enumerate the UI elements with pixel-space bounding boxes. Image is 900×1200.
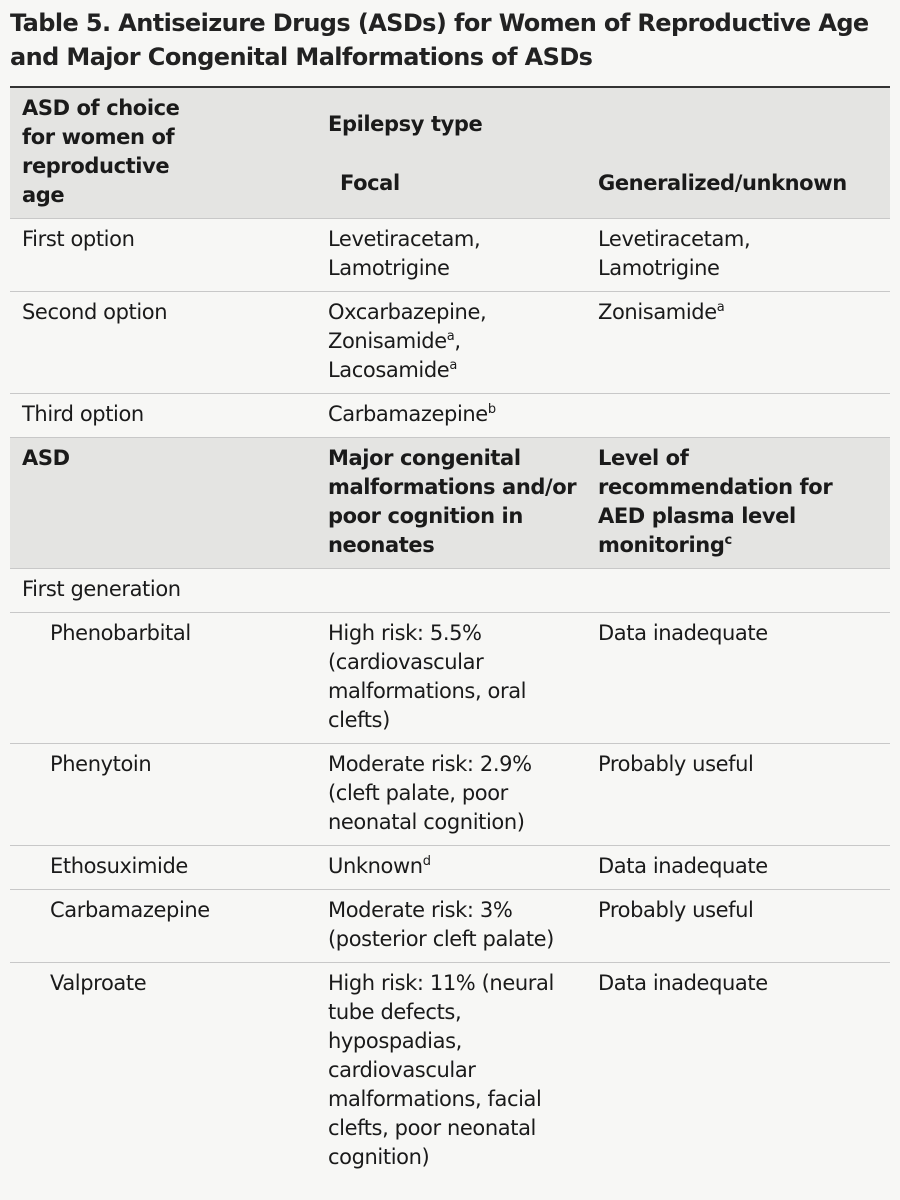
cell-text: Major congenital malformations and/or po… xyxy=(328,446,577,557)
section-cell: First generation xyxy=(10,568,891,613)
table-row: Phenytoin Moderate risk: 2.9% (cleft pala… xyxy=(10,743,891,846)
table-row: Ethosuximide Unknownd Data inadequate xyxy=(10,845,891,890)
table-cell: Data inadequate xyxy=(598,962,891,1180)
cell-text: Levetiracetam, Lamotrigine xyxy=(598,227,751,280)
section-row: First generation xyxy=(10,568,891,613)
table-cell: First option xyxy=(10,218,328,292)
cell-text: High risk: 5.5% (cardiovascular malforma… xyxy=(328,621,527,732)
table-cell: Carbamazepineb xyxy=(328,393,598,438)
table-cell: Level of recommendation for AED plasma l… xyxy=(598,437,891,569)
table-row: First option Levetiracetam, Lamotrigine Le… xyxy=(10,218,891,292)
cell-text: Phenytoin xyxy=(50,752,152,776)
table-cell: Moderate risk: 3% (posterior cleft palat… xyxy=(328,889,598,963)
table-title: Table 5. Antiseizure Drugs (ASDs) for Wo… xyxy=(10,9,869,71)
table-cell xyxy=(598,393,891,438)
footnote-mark: a xyxy=(716,300,725,315)
cell-text: Third option xyxy=(22,402,144,426)
table-cell: Data inadequate xyxy=(598,612,891,744)
table-cell: Major congenital malformations and/or po… xyxy=(328,437,598,569)
cell-text: Phenobarbital xyxy=(50,621,191,645)
table-cell: Data inadequate xyxy=(598,845,891,890)
cell-text: , Lacosamide xyxy=(328,329,461,382)
table-cell: Carbamazepine xyxy=(10,889,328,963)
table-row: Carbamazepine Moderate risk: 3% (posterio… xyxy=(10,889,891,963)
table-cell: Levetiracetam, Lamotrigine xyxy=(328,218,598,292)
table-cell: High risk: 11% (neural tube defects, hyp… xyxy=(328,962,598,1180)
cell-text: Valproate xyxy=(50,971,147,995)
footnote-mark: a xyxy=(446,329,455,344)
table-row: Second option Oxcarbazepine, Zonisamidea,… xyxy=(10,291,891,394)
cell-text: Ethosuximide xyxy=(50,854,188,878)
footnote-mark: c xyxy=(724,533,732,548)
table-cell: Second option xyxy=(10,291,328,394)
footnote-mark: b xyxy=(487,402,496,417)
table-row: ASD Major congenital malformations and/or… xyxy=(10,437,891,569)
cell-text: Carbamazepine xyxy=(328,402,488,426)
table-cell: Phenobarbital xyxy=(10,612,328,744)
cell-text: Unknown xyxy=(328,854,423,878)
table-cell: Zonisamidea xyxy=(598,291,891,394)
header-cell: ASD of choice for women of reproductive … xyxy=(22,96,180,207)
table-cell: High risk: 5.5% (cardiovascular malforma… xyxy=(328,612,598,744)
cell-text: Level of recommendation for AED plasma l… xyxy=(598,446,833,557)
header-cell: Generalized/unknown xyxy=(598,171,847,196)
cell-text: Data inadequate xyxy=(598,971,768,995)
header-cell: Focal xyxy=(340,171,400,196)
cell-text: Second option xyxy=(22,300,168,324)
table-cell: Moderate risk: 2.9% (cleft palate, poor … xyxy=(328,743,598,846)
table-cell: Oxcarbazepine, Zonisamidea, Lacosamidea xyxy=(328,291,598,394)
footnote-mark: d xyxy=(422,854,431,869)
footnote-mark: a xyxy=(449,358,457,373)
cell-text: Moderate risk: 2.9% (cleft palate, poor … xyxy=(328,752,532,834)
table-row: Third option Carbamazepineb xyxy=(10,393,891,438)
table-cell: ASD xyxy=(10,437,328,569)
cell-text: Levetiracetam, Lamotrigine xyxy=(328,227,481,280)
cell-text: Moderate risk: 3% (posterior cleft palat… xyxy=(328,898,554,951)
table-cell: Ethosuximide xyxy=(10,845,328,890)
cell-text: ASD xyxy=(22,446,70,470)
cell-text: First option xyxy=(22,227,135,251)
table-row: Phenobarbital High risk: 5.5% (cardiovasc… xyxy=(10,612,891,744)
table-row: Valproate High risk: 11% (neural tube def… xyxy=(10,962,891,1180)
cell-text: Data inadequate xyxy=(598,854,768,878)
table-cell: Unknownd xyxy=(328,845,598,890)
table-cell: Phenytoin xyxy=(10,743,328,846)
header-row: ASD of choice for women of reproductive … xyxy=(10,87,891,207)
table-cell: Probably useful xyxy=(598,889,891,963)
table-body: ASD of choice for women of reproductive … xyxy=(10,87,891,1180)
cell-text: Probably useful xyxy=(598,752,754,776)
cell-text: Zonisamide xyxy=(598,300,717,324)
cell-text: Probably useful xyxy=(598,898,754,922)
table-cell: Levetiracetam, Lamotrigine xyxy=(598,218,891,292)
table-cell: Third option xyxy=(10,393,328,438)
cell-text: Carbamazepine xyxy=(50,898,210,922)
cell-text: High risk: 11% (neural tube defects, hyp… xyxy=(328,971,554,1169)
cell-text: Oxcarbazepine, Zonisamide xyxy=(328,300,487,353)
table-cell: Probably useful xyxy=(598,743,891,846)
drug-table: ASD of choice for women of reproductive … xyxy=(10,86,891,1180)
header-group: Epilepsy type xyxy=(328,112,483,136)
table-cell: Valproate xyxy=(10,962,328,1180)
cell-text: Data inadequate xyxy=(598,621,768,645)
